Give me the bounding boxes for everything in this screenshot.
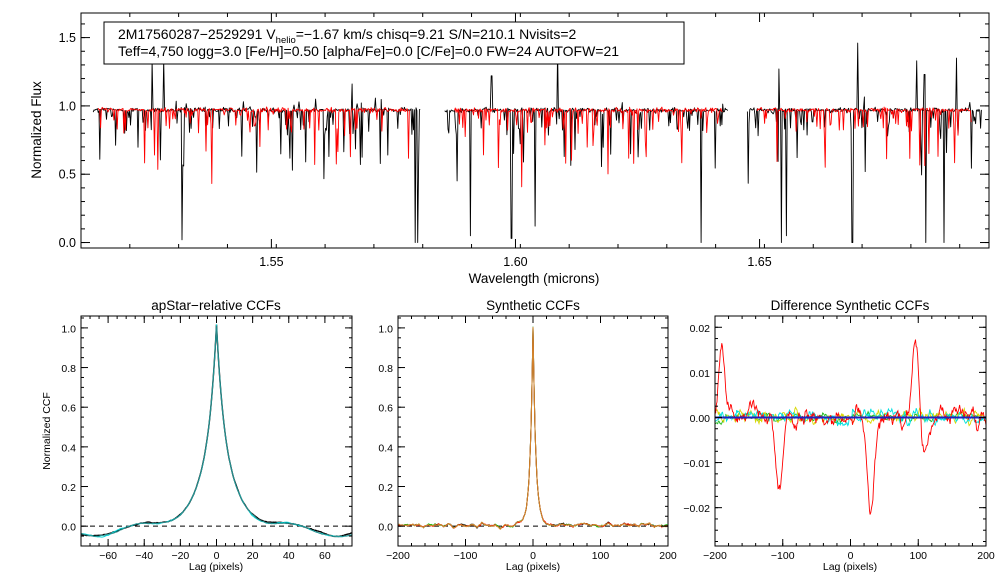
- difference-ccf-x-axis-label: Lag (pixels): [823, 561, 877, 573]
- x-tick-label: −40: [135, 550, 153, 562]
- x-tick-label: 0: [848, 550, 854, 562]
- x-tick-label: −100: [771, 550, 795, 562]
- spectrum-axis-ticks: 1.55 1.60 1.65 0.0 0.5 1.0 1.5: [59, 13, 989, 269]
- difference-ccf-line: [715, 339, 986, 515]
- x-tick-label: 200: [977, 550, 995, 562]
- star-id-and-velocity-prefix: 2M17560287−2529291 V: [118, 26, 276, 42]
- star-annotation-line2: Teff=4,750 logg=3.0 [Fe/H]=0.50 [alpha/F…: [118, 43, 619, 59]
- star-annotation-line1: 2M17560287−2529291 Vhelio=−1.67 km/s chi…: [118, 26, 576, 46]
- y-tick-label: 0.8: [61, 363, 76, 375]
- x-tick-label: −100: [454, 550, 478, 562]
- synthetic-spectrum-line: [97, 106, 972, 188]
- difference-ccf-panel: −200 −100 0 100 200 −0.02 −0.01 0.00 0.01 0.02 Di…: [683, 298, 994, 573]
- star-annotation-box: [103, 21, 685, 65]
- y-tick-label: 0.2: [61, 482, 76, 494]
- x-tick-label: 20: [247, 550, 259, 562]
- velocity-and-stats: =−1.67 km/s chisq=9.21 S/N=210.1 Nvisits…: [296, 26, 577, 42]
- apstar-ccf-panel: −60 −40 −20 0 20 40 60 0.0 0.2 0.4 0.6 0.8 1.0 apSta…: [41, 298, 353, 573]
- x-tick-label: −200: [703, 550, 727, 562]
- synthetic-ccf-panel: −200 −100 0 100 200 0.0 0.2 0.4 0.6 0.8 1.0 Synthe…: [378, 298, 677, 573]
- y-tick-label: 0.6: [378, 403, 393, 415]
- synthetic-ccf-title: Synthetic CCFs: [486, 298, 580, 313]
- synthetic-ccf-line: [398, 326, 668, 530]
- y-tick-label: 0.6: [61, 403, 76, 415]
- x-tick-label: 40: [283, 550, 295, 562]
- velocity-subscript: helio: [276, 35, 296, 46]
- y-tick-label: 0.4: [378, 442, 393, 454]
- synthetic-ccf-x-axis-label: Lag (pixels): [506, 561, 560, 573]
- x-tick-label: 100: [909, 550, 927, 562]
- difference-ccf-title: Difference Synthetic CCFs: [771, 298, 930, 313]
- y-tick-label: 0.4: [61, 442, 76, 454]
- x-tick-label: 60: [319, 550, 331, 562]
- spectrum-panel: 1.55 1.60 1.65 0.0 0.5 1.0 1.5 2M17560287−2529…: [29, 12, 990, 286]
- x-tick-label: −200: [386, 550, 410, 562]
- difference-ccf-axis-ticks: −200 −100 0 100 200 −0.02 −0.01 0.00 0.01 0.02: [683, 315, 995, 562]
- y-tick-label: 0.01: [690, 368, 711, 380]
- y-tick-label: 0.8: [378, 363, 393, 375]
- y-tick-label: 1.5: [59, 31, 76, 45]
- y-tick-label: 0.02: [690, 323, 711, 335]
- apstar-ccf-axis-ticks: −60 −40 −20 0 20 40 60 0.0 0.2 0.4 0.6 0.8 1.0: [61, 316, 353, 562]
- x-tick-label: 1.60: [503, 255, 527, 269]
- x-tick-label: −60: [99, 550, 117, 562]
- y-tick-label: 1.0: [378, 323, 393, 335]
- spectrum-data-layer: [92, 42, 982, 243]
- y-tick-label: −0.01: [683, 458, 710, 470]
- spectrum-x-axis-label: Wavelength (microns): [469, 271, 600, 286]
- x-tick-label: 0: [214, 550, 220, 562]
- y-tick-label: 0.5: [59, 168, 76, 182]
- x-tick-label: 200: [659, 550, 677, 562]
- x-tick-label: 0: [530, 550, 536, 562]
- apstar-ccf-y-axis-label: Normalized CCF: [41, 392, 53, 470]
- y-tick-label: 1.0: [59, 99, 76, 113]
- y-tick-label: 0.0: [61, 522, 76, 534]
- apstar-ccf-data-layer: [81, 324, 352, 538]
- apstar-ccf-line: [81, 325, 352, 538]
- synthetic-ccf-axis-ticks: −200 −100 0 100 200 0.0 0.2 0.4 0.6 0.8 1.0: [378, 316, 677, 562]
- y-tick-label: −0.02: [683, 503, 710, 515]
- apstar-ccf-title: apStar−relative CCFs: [151, 298, 281, 313]
- x-tick-label: 100: [592, 550, 610, 562]
- difference-ccf-data-layer: [715, 339, 986, 515]
- spectrum-y-axis-label: Normalized Flux: [29, 81, 44, 179]
- x-tick-label: 1.55: [259, 255, 283, 269]
- x-tick-label: 1.65: [747, 255, 771, 269]
- x-tick-label: −20: [171, 550, 189, 562]
- spectrum-plot-frame: [80, 12, 990, 249]
- y-tick-label: 0.00: [690, 413, 711, 425]
- synthetic-ccf-data-layer: [398, 326, 668, 530]
- y-tick-label: 0.0: [378, 522, 393, 534]
- y-tick-label: 0.0: [59, 236, 76, 250]
- apstar-ccf-x-axis-label: Lag (pixels): [189, 561, 243, 573]
- y-tick-label: 1.0: [61, 323, 76, 335]
- y-tick-label: 0.2: [378, 482, 393, 494]
